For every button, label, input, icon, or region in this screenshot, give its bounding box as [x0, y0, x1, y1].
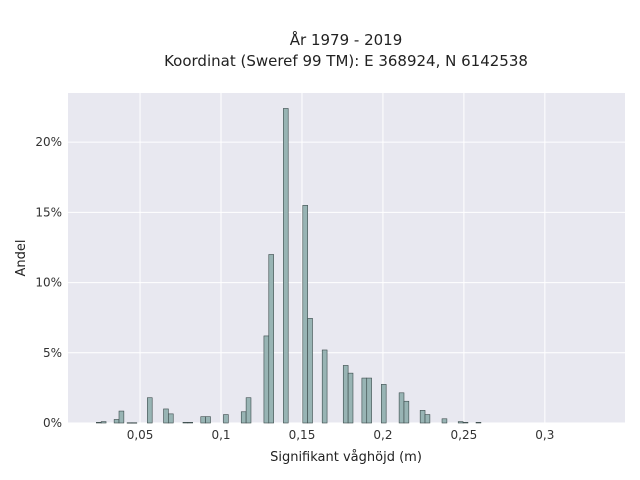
y-tick-label: 0% — [43, 416, 62, 430]
y-axis-ticks: 0% 5% 10% 15% 20% — [35, 135, 62, 430]
x-tick-label: 0,05 — [127, 428, 154, 442]
histogram-bar — [342, 365, 349, 424]
y-tick-label: 20% — [35, 135, 62, 149]
histogram-bar — [118, 410, 125, 424]
histogram-bar — [302, 205, 308, 424]
histogram-bar — [366, 377, 372, 424]
histogram-bar — [263, 335, 270, 424]
histogram-bar — [424, 414, 431, 424]
histogram-bar — [205, 416, 211, 424]
histogram-bar — [441, 418, 448, 424]
histogram-bar — [457, 421, 464, 424]
histogram-bar — [283, 108, 289, 424]
histogram-bar — [113, 419, 120, 424]
x-tick-label: 0,1 — [211, 428, 230, 442]
y-tick-label: 5% — [43, 346, 62, 360]
histogram-bar — [398, 392, 405, 424]
histogram-bar — [403, 400, 410, 424]
histogram-bar — [245, 397, 252, 424]
y-axis-title: Andel — [14, 240, 29, 277]
histogram-bar — [462, 421, 469, 424]
histogram-bar — [126, 422, 133, 424]
x-tick-label: 0,2 — [373, 428, 392, 442]
histogram-bar — [163, 408, 169, 424]
histogram-bar — [381, 384, 387, 424]
histogram-bar — [200, 416, 206, 424]
x-axis-title: Signifikant våghöjd (m) — [270, 450, 422, 465]
histogram-bar — [240, 411, 247, 424]
histogram-bar — [361, 377, 368, 424]
x-tick-label: 0,15 — [289, 428, 316, 442]
histogram-bar — [419, 410, 426, 424]
grid-lines — [68, 93, 625, 424]
chart-title-line-2: Koordinat (Sweref 99 TM): E 368924, N 61… — [164, 52, 528, 70]
histogram-bar — [100, 421, 107, 424]
histogram-bar — [307, 318, 313, 424]
histogram-bar — [182, 421, 189, 424]
histogram-bar — [168, 413, 174, 424]
histogram-bar — [475, 421, 482, 424]
y-tick-label: 15% — [35, 205, 62, 219]
histogram-bar — [96, 421, 102, 424]
histogram-bar — [347, 372, 354, 424]
x-tick-label: 0,25 — [451, 428, 478, 442]
histogram-bars — [96, 108, 482, 424]
chart-title-line-1: År 1979 - 2019 — [290, 30, 403, 49]
histogram-bar — [268, 254, 274, 424]
histogram-bar — [223, 414, 229, 424]
histogram-bar — [147, 397, 153, 424]
x-tick-label: 0,3 — [535, 428, 554, 442]
histogram-bar — [321, 349, 328, 424]
histogram-bar — [131, 422, 138, 424]
x-axis-ticks: 0,05 0,1 0,15 0,2 0,25 0,3 — [127, 428, 555, 442]
histogram-bar — [187, 421, 193, 424]
y-tick-label: 10% — [35, 276, 62, 290]
